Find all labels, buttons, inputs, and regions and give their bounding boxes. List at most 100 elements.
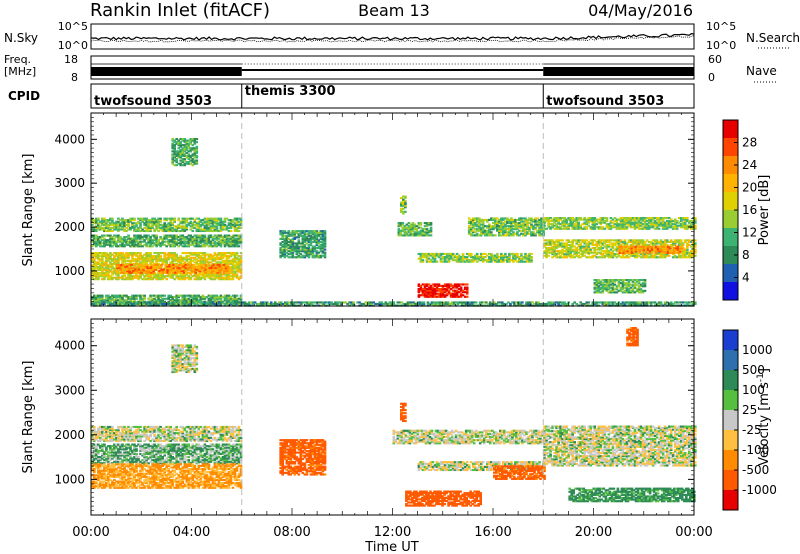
data-cell [121,255,124,258]
data-cell [514,222,517,225]
data-cell [653,256,657,259]
data-cell [115,261,118,264]
data-cell [540,229,543,232]
data-cell [498,259,501,262]
data-cell [174,271,178,274]
data-cell [179,276,183,279]
data-cell [287,231,291,234]
data-cell [645,253,649,256]
data-cell [123,245,126,248]
data-cell [449,257,453,260]
data-cell [677,217,681,220]
data-cell [185,156,189,159]
data-cell [191,164,195,167]
data-cell [323,256,327,259]
data-cell [459,260,463,263]
data-cell [129,226,132,229]
data-cell [143,275,146,278]
data-cell [540,232,543,235]
data-cell [179,156,183,159]
data-cell [149,299,152,302]
data-cell [639,256,643,259]
data-cell [93,243,96,246]
data-cell [121,297,124,300]
data-cell [111,265,114,269]
data-cell [203,243,207,246]
data-cell [571,217,575,220]
data-cell [131,240,134,243]
data-cell [239,234,243,237]
data-cell [425,225,429,228]
data-cell [193,226,197,229]
data-cell [133,294,136,297]
data-cell [629,218,633,221]
data-cell [169,275,173,278]
data-cell [137,252,140,255]
data-cell [540,222,543,225]
data-cell [635,218,639,221]
data-cell [177,245,181,248]
data-cell [281,250,285,253]
data-cell [199,278,203,281]
data-cell [171,297,175,300]
data-cell [451,286,455,289]
data-cell [235,226,239,229]
data-cell [587,240,591,244]
data-cell [637,242,641,245]
data-cell [167,256,171,259]
data-cell [473,256,477,259]
data-cell [171,222,175,225]
data-cell [237,264,241,267]
data-cell [143,297,146,300]
data-cell [179,220,183,223]
data-cell [575,250,579,253]
data-cell [567,251,571,254]
data-cell [151,245,154,248]
data-cell [227,219,231,222]
data-cell [210,270,214,273]
data-cell [607,240,611,244]
data-cell [153,276,156,279]
data-cell [679,217,683,220]
data-cell [295,245,299,248]
data-cell [181,228,185,231]
data-cell [165,297,169,300]
data-cell [567,218,571,221]
data-cell [637,239,641,242]
data-cell [233,225,237,228]
data-cell [177,141,181,144]
data-cell [477,234,481,237]
data-cell [603,217,607,220]
data-cell [530,257,533,260]
data-cell [577,251,581,254]
data-cell [543,242,546,245]
data-cell [197,223,201,226]
data-cell [151,261,154,264]
data-cell [323,243,327,247]
data-cell [279,256,283,259]
data-cell [419,256,423,259]
data-cell [549,243,552,247]
data-cell [239,272,243,275]
data-cell [229,229,233,233]
data-cell [193,151,197,154]
data-cell [219,225,223,228]
data-cell [149,222,152,225]
data-cell [215,273,219,276]
data-cell [419,232,423,235]
data-cell [425,294,429,297]
data-cell [585,251,589,254]
data-cell [185,217,189,220]
data-cell [225,228,229,231]
data-cell [305,233,309,236]
data-cell [139,229,142,233]
data-cell [185,226,189,229]
data-cell [597,227,601,230]
data-cell [311,251,315,254]
data-cell [303,233,307,236]
data-cell [627,253,631,256]
data-cell [237,217,241,220]
data-cell [216,268,220,271]
data-cell [235,245,239,248]
data-cell [101,273,104,276]
